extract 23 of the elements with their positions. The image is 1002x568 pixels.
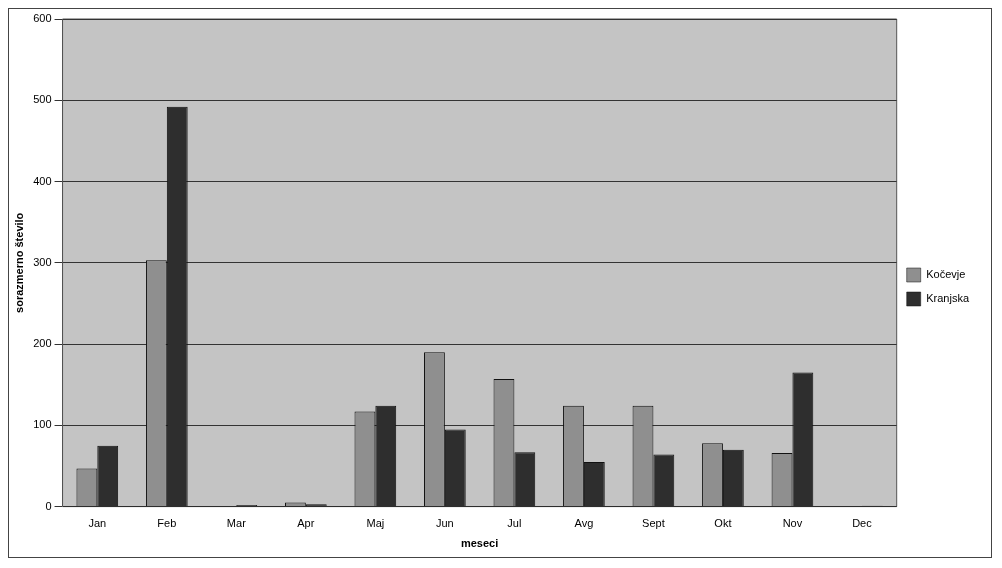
x-tick-label: Avg [574,517,594,530]
x-tick-label: Apr [297,517,315,530]
x-axis-title: meseci [460,537,499,550]
x-tick-label: Jul [507,517,522,530]
x-tick-label: Maj [366,517,385,530]
y-tick-label: 100 [33,418,52,431]
x-tick-label: Nov [782,517,803,530]
legend-label: Kočevje [926,268,966,281]
x-tick-label: Mar [226,517,247,530]
x-tick-label: Dec [852,517,873,530]
x-tick-label: Sept [642,517,665,530]
y-tick-label: 0 [45,499,52,512]
x-tick-label: Jun [436,517,454,530]
y-tick-label: 400 [33,174,52,187]
y-axis-title: sorazmerno število [12,212,25,313]
x-tick-label: Feb [157,517,177,530]
y-tick-label: 300 [33,255,52,268]
x-tick-label: Jan [88,517,107,530]
x-tick-label: Okt [714,517,732,530]
y-tick-label: 600 [33,12,52,25]
y-tick-label: 200 [33,337,52,350]
legend-label: Kranjska [926,292,970,305]
y-tick-label: 500 [33,93,52,106]
